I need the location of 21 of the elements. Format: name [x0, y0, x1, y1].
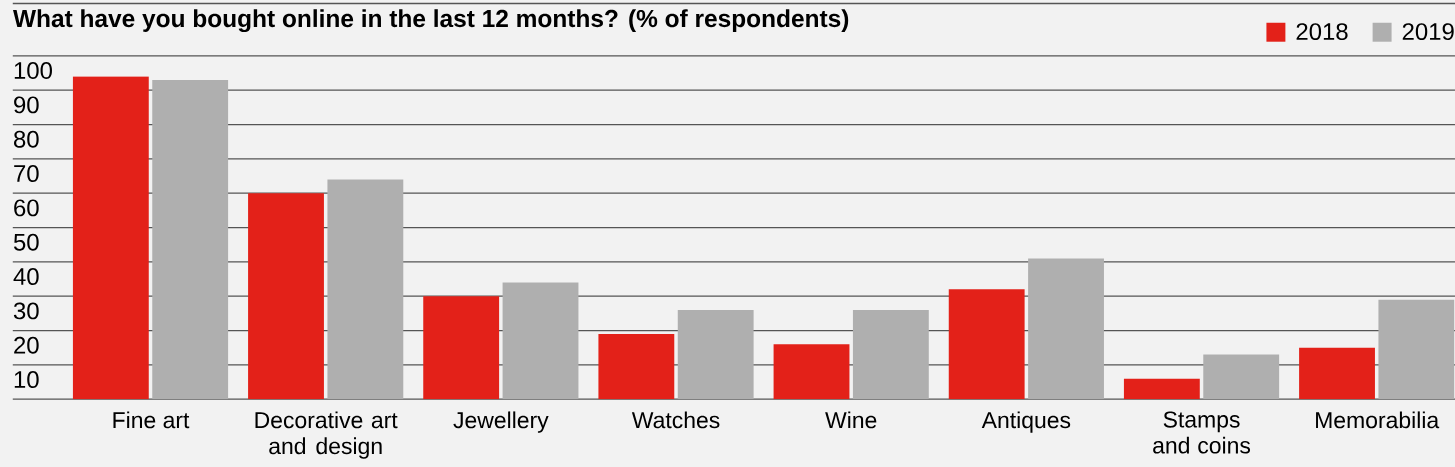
- y-tick-label: 70: [14, 165, 39, 182]
- x-tick-label: Jewellery: [453, 411, 549, 433]
- y-tick-label: 40: [13, 268, 39, 285]
- y-tick-label: 50: [13, 233, 39, 251]
- chart-title: What have you bought online in the last 12 months? (% of respondents): [13, 9, 849, 33]
- x-tick-label: Stamps and coins: [1153, 411, 1251, 454]
- x-tick-label: Watches: [631, 411, 720, 429]
- y-tick-label: 100: [14, 62, 52, 79]
- y-tick-label: 80: [14, 130, 39, 148]
- y-tick-label: 90: [14, 96, 39, 114]
- y-tick-label: 60: [14, 199, 39, 217]
- x-tick-label: Fine art: [113, 411, 190, 429]
- y-tick-label: 20: [14, 336, 39, 354]
- legend-label: 2018: [1296, 23, 1348, 41]
- x-tick-label: Decorative art and design: [255, 411, 398, 459]
- y-tick-label: 10: [14, 371, 39, 388]
- x-tick-label: Memorabilia: [1316, 411, 1440, 429]
- y-tick-label: 30: [13, 302, 39, 320]
- legend-label: 2019: [1402, 23, 1454, 41]
- x-tick-label: Wine: [825, 411, 877, 429]
- x-tick-label: Antiques: [981, 411, 1071, 433]
